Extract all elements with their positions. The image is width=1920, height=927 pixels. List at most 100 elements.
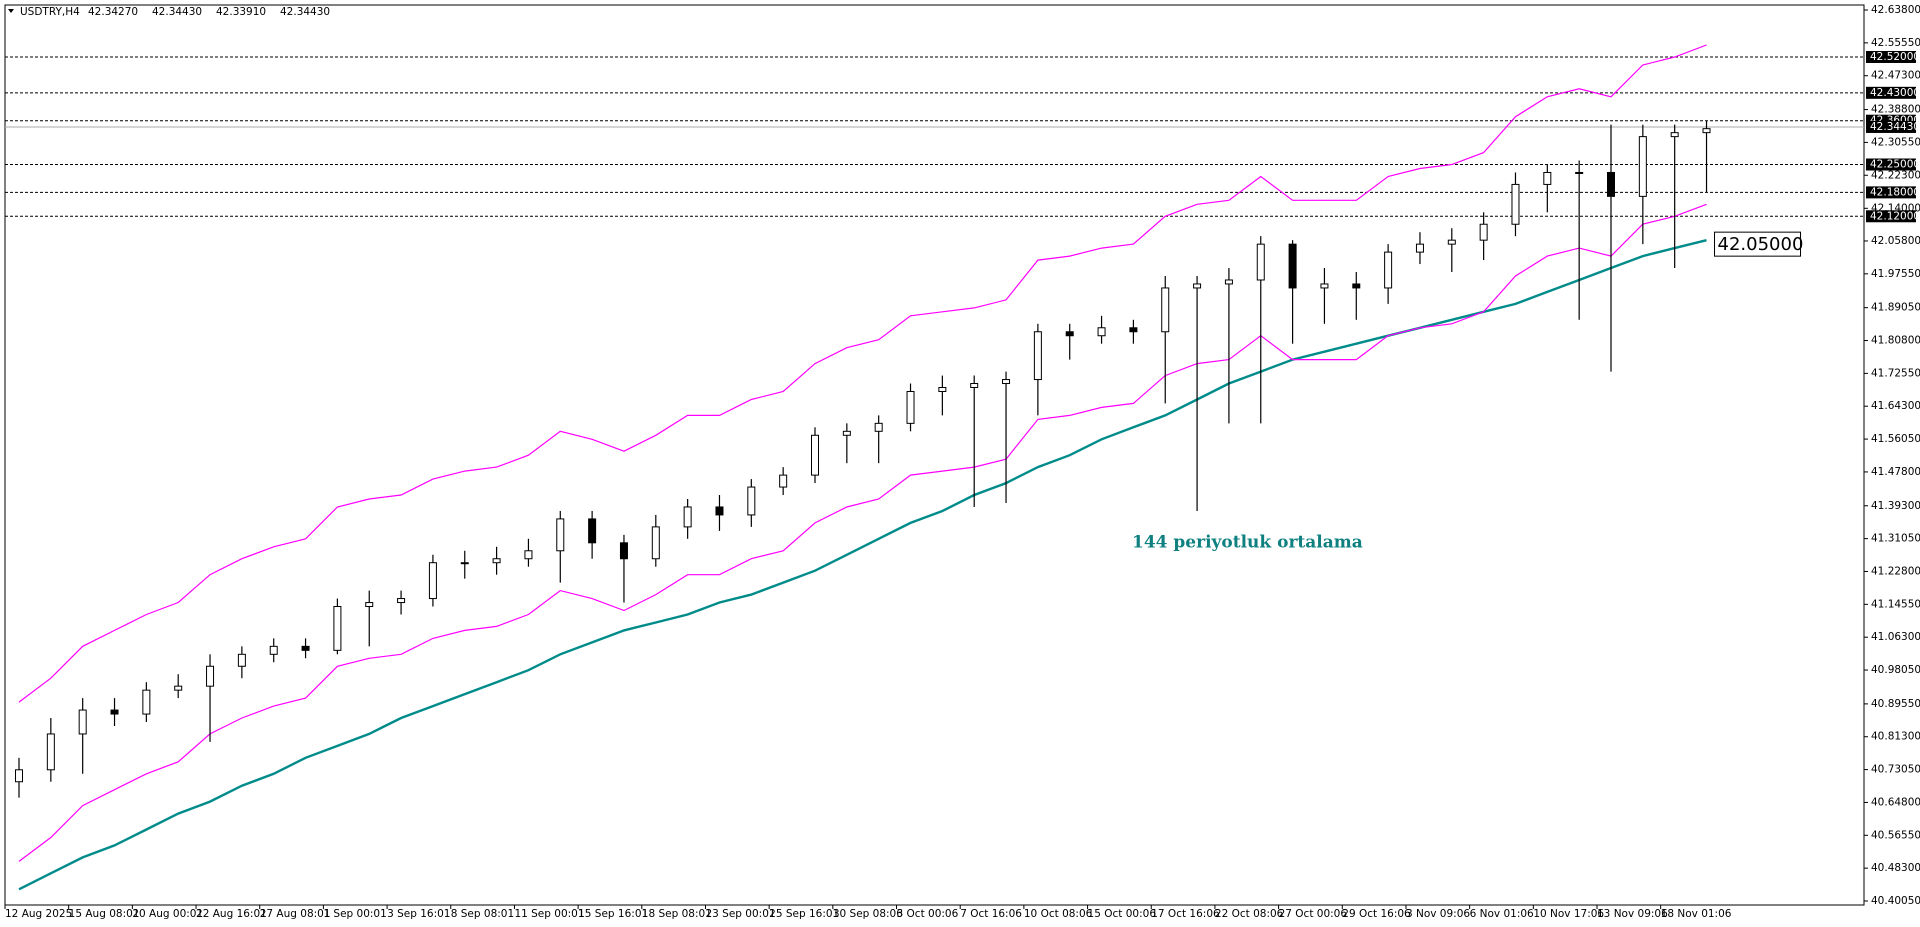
y-tick-label: 41.80800 [1871,335,1920,347]
candle-body [1002,379,1011,385]
candle [1702,120,1711,193]
candle [842,423,851,464]
candle [269,638,278,663]
header-arrow [8,9,14,13]
candle-body [46,733,55,771]
candle [397,590,406,615]
level-label-box [1866,186,1916,199]
x-tick-label: 6 Nov 01:06 [1470,908,1534,920]
candle-body [747,486,756,516]
candle-body [15,769,23,783]
candle [1543,164,1552,213]
candle [1447,228,1456,273]
y-tick-label: 42.22300 [1871,169,1920,181]
candle [460,550,469,579]
candle-body [237,653,246,667]
y-tick-label: 41.89050 [1871,302,1920,314]
candle [1161,276,1170,404]
candle [46,718,55,782]
x-tick-label: 15 Aug 08:01 [69,908,140,920]
header-price: 42.34430 [280,6,330,18]
y-tick-label: 41.47800 [1871,466,1920,478]
candle-body [779,474,788,488]
y-tick-label: 41.64300 [1871,400,1920,412]
x-tick-label: 8 Sep 08:01 [451,908,514,920]
y-tick-label: 42.63800 [1871,4,1920,16]
candle [1415,232,1424,265]
candle [779,467,788,496]
y-tick-label: 42.47300 [1871,70,1920,82]
level-label: 42.18000 [1870,186,1920,198]
header-price: 42.33910 [216,6,266,18]
candle [365,590,374,647]
candle [1352,272,1361,320]
candle [556,510,565,583]
candle [1288,240,1297,344]
candle [1607,124,1615,372]
x-tick-label: 18 Sep 08:01 [642,908,712,920]
candle-body [1352,283,1361,289]
x-tick-label: 3 Nov 09:06 [1406,908,1470,920]
candle [874,415,883,464]
candle [492,546,501,575]
candle [1129,319,1138,344]
x-tick-label: 12 Aug 2025 [5,908,72,920]
candle-body [683,506,692,528]
x-tick-label: 22 Oct 08:06 [1215,908,1284,920]
candle-body [206,665,215,687]
candle [906,383,915,432]
level-label: 42.25000 [1870,159,1920,171]
y-tick-label: 40.89550 [1871,698,1920,710]
level-label-box [1866,50,1916,63]
candle-body [1670,132,1679,138]
x-tick-label: 27 Oct 00:06 [1279,908,1348,920]
candle-body [174,685,183,691]
y-tick-label: 42.38800 [1871,104,1920,116]
header-price: 42.34270 [88,6,138,18]
x-tick-label: 20 Aug 00:01 [132,908,203,920]
candle-body [1575,171,1584,174]
y-tick-label: 42.30550 [1871,136,1920,148]
y-tick-label: 41.22800 [1871,565,1920,577]
y-tick-label: 40.81300 [1871,731,1920,743]
y-tick-label: 42.05800 [1871,235,1920,247]
candle [1384,244,1393,304]
candle-body [1447,239,1456,245]
x-tick-label: 25 Sep 16:01 [769,908,839,920]
candle-body [1638,136,1647,197]
candle-body [1320,283,1329,289]
candle-body [1097,327,1106,337]
candle [1097,315,1106,344]
candle [747,479,756,527]
candle-body [1384,251,1393,289]
candle [970,375,979,507]
candle [174,674,183,699]
symbol: USDTRY,H4 [20,6,80,18]
candle-body [1511,183,1520,225]
candle [15,757,23,798]
candle [333,598,342,655]
y-tick-label: 41.97550 [1871,268,1920,280]
y-tick-label: 41.14550 [1871,598,1920,610]
candle [1479,212,1488,261]
x-tick-label: 23 Sep 00:01 [705,908,775,920]
y-tick-label: 40.98050 [1871,664,1920,676]
candle [78,698,87,774]
candle-body [715,506,724,516]
x-tick-label: 1 Sep 00:01 [323,908,386,920]
x-tick-label: 22 Aug 16:01 [196,908,267,920]
candle [524,538,533,567]
candle-body [1288,243,1297,289]
candle-body [1129,327,1138,333]
candle-body [301,645,310,651]
candle [651,514,660,567]
level-label-box [1866,210,1916,223]
x-tick-label: 15 Oct 00:06 [1088,908,1157,920]
candle-body [492,558,501,564]
y-tick-label: 41.56050 [1871,433,1920,445]
candle-body [556,518,565,552]
x-tick-label: 10 Nov 17:06 [1533,908,1604,920]
annotation: 144 periyotluk ortalama [1132,533,1363,553]
header-price: 42.34430 [152,6,202,18]
